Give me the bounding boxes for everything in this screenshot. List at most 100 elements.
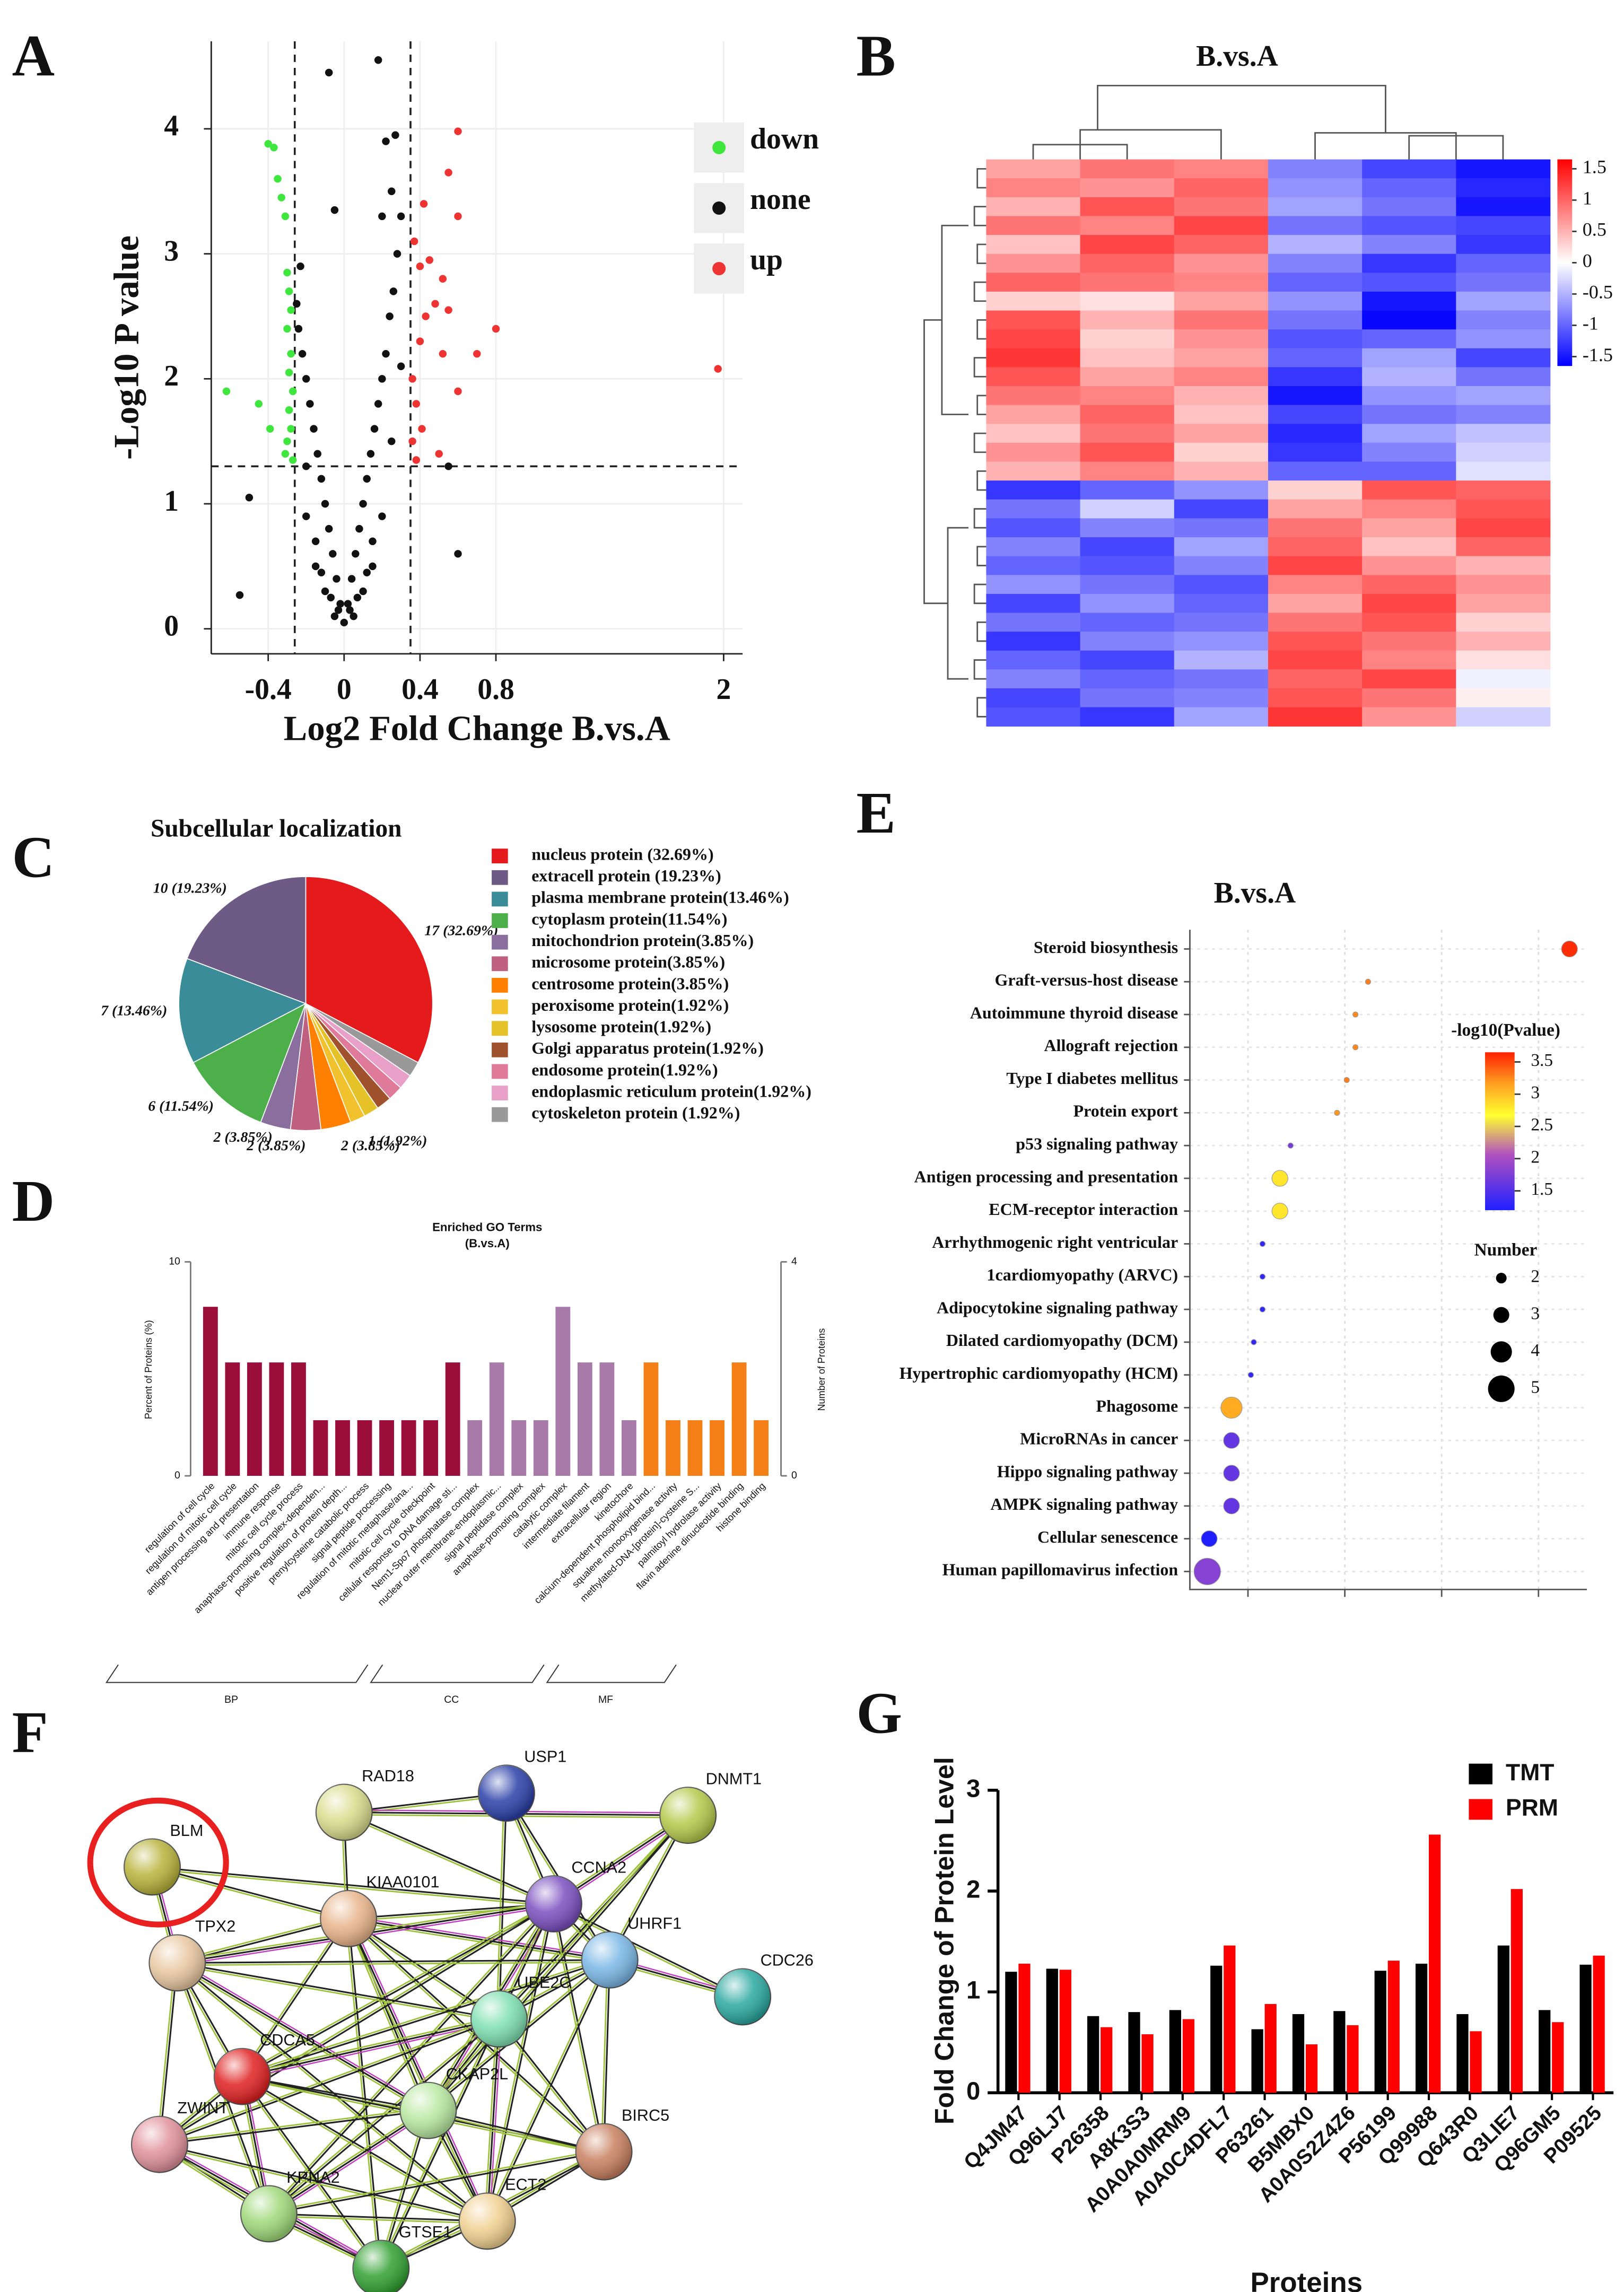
heat-cell (1268, 556, 1363, 576)
point (294, 325, 303, 333)
heat-cell (1174, 669, 1269, 689)
heat-cell (1174, 253, 1269, 274)
heat-cell (986, 348, 1081, 368)
node-label: KIAA0101 (366, 1873, 440, 1891)
edge (151, 1868, 348, 1922)
edge (488, 2019, 502, 2221)
point (289, 456, 297, 464)
node-shine (714, 1969, 771, 2025)
bar (1210, 1965, 1223, 2093)
heat-cell (1268, 273, 1363, 292)
legend-key (492, 1107, 508, 1122)
bar (269, 1362, 284, 1476)
heat-cell (1362, 442, 1457, 462)
dendro-branch (947, 527, 968, 680)
y2-tick-label: 0 (791, 1469, 797, 1481)
colorbar-label: 1.5 (1531, 1179, 1553, 1199)
heat-cell (1174, 480, 1269, 500)
bar (1292, 2014, 1305, 2093)
heat-cell (1268, 253, 1363, 274)
slice-label: 2 (3.85%) (213, 1129, 273, 1145)
dendro-branch (976, 319, 986, 340)
edge (177, 1962, 488, 2222)
point (302, 512, 310, 520)
heat-cell (1362, 499, 1457, 519)
heat-cell (1456, 348, 1551, 368)
bar (533, 1420, 548, 1476)
point (388, 187, 396, 196)
heat-cell (1456, 367, 1551, 387)
bar (357, 1420, 372, 1476)
edge (159, 2144, 488, 2222)
heat-cell (1080, 688, 1175, 708)
point (277, 194, 285, 202)
node-label: RAD18 (362, 1767, 414, 1785)
point (386, 312, 394, 320)
bar (1387, 1961, 1400, 2093)
node-shine (132, 2116, 188, 2173)
node-label: CDC26 (761, 1952, 814, 1970)
heat-cell (986, 273, 1081, 292)
pie-slice (186, 876, 307, 1004)
edge (428, 2110, 604, 2153)
heat-cell (1362, 405, 1457, 425)
heat-cell (1080, 707, 1175, 727)
size-key (1496, 1273, 1507, 1284)
edge (426, 1813, 687, 2110)
edge (345, 1919, 427, 2112)
point (245, 494, 254, 502)
heat-cell (1268, 310, 1363, 330)
heat-cell (986, 291, 1081, 311)
heat-cell (986, 613, 1081, 632)
heat-cell (1362, 291, 1457, 311)
x-tick-label: regulation of mitotic cell cycle (143, 1481, 239, 1576)
heat-cell (1174, 650, 1269, 670)
legend-label: plasma membrane protein(13.46%) (531, 888, 789, 907)
heat-cell (1268, 329, 1363, 349)
heat-cell (1268, 669, 1363, 689)
bar (1579, 1964, 1592, 2093)
dot (1223, 1465, 1240, 1482)
colorbar-label: 0 (1583, 250, 1592, 272)
node-shine (581, 1931, 638, 1988)
heat-cell (1174, 329, 1269, 349)
point (359, 587, 367, 596)
y-tick-label: 10 (169, 1256, 180, 1267)
heat-cell (1456, 632, 1551, 651)
heat-cell (986, 518, 1081, 538)
heat-cell (986, 235, 1081, 255)
heat-cell (1268, 537, 1363, 557)
heat-cell (986, 216, 1081, 235)
panel-letter: C (12, 825, 55, 890)
heat-cell (1174, 461, 1269, 481)
panel-letter: G (856, 1681, 902, 1746)
point (302, 375, 310, 383)
bar (225, 1362, 240, 1476)
heat-cell (1362, 669, 1457, 689)
heat-cell (1362, 348, 1457, 368)
legend-key (1469, 1763, 1492, 1784)
point (270, 144, 278, 152)
heat-cell (1268, 518, 1363, 538)
heat-cell (1080, 461, 1175, 481)
legend-key (492, 999, 508, 1014)
dot (1271, 1170, 1288, 1187)
legend-label: nucleus protein (32.69%) (531, 844, 713, 863)
edge (176, 1915, 348, 1962)
bar (1374, 1971, 1386, 2093)
point (454, 387, 462, 396)
slice-label: 1 (1.92%) (368, 1133, 427, 1149)
y-tick-label: 1 (164, 485, 179, 518)
axis (1189, 930, 1587, 1590)
legend-label: PRM (1506, 1795, 1558, 1821)
heat-cell (1080, 480, 1175, 500)
x-tick-label: -0.4 (245, 673, 292, 706)
bar (1182, 2019, 1195, 2093)
bar (1264, 2004, 1277, 2093)
colorbar (1557, 159, 1573, 366)
heat-cell (1080, 329, 1175, 349)
heat-cell (986, 556, 1081, 576)
heat-cell (1080, 253, 1175, 274)
heat-cell (986, 424, 1081, 443)
node-label: TPX2 (195, 1918, 236, 1936)
